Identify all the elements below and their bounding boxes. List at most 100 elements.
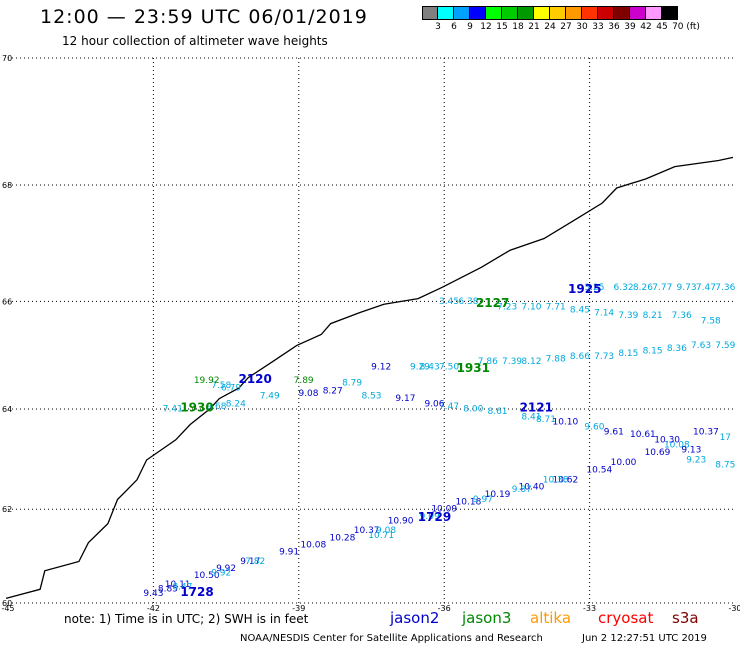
wave-height-value: 3.45 (439, 297, 459, 307)
wave-height-value: 10.11 (165, 580, 191, 590)
legend-altika: altika (530, 609, 572, 627)
wave-height-value: 7.89 (294, 376, 314, 386)
color-scale-label: 33 (592, 22, 604, 32)
map-title: 12:00 — 23:59 UTC 06/01/2019 (40, 6, 368, 28)
wave-height-value: 7.86 (478, 357, 498, 367)
wave-height-value: 10.90 (388, 517, 414, 527)
wave-height-value: 7.59 (715, 341, 735, 351)
wave-height-value: 7.36 (715, 283, 735, 293)
wave-height-value: 10.18 (456, 497, 482, 507)
wave-height-value: 6.38 (458, 297, 478, 307)
legend-jason2: jason2 (390, 609, 440, 627)
wave-height-value: 9.12 (371, 363, 391, 373)
wave-height-value: 8.45 (570, 306, 590, 316)
pass-time-label: 1728 (180, 585, 213, 599)
wave-height-value: 10.54 (586, 465, 612, 475)
color-scale-label: 30 (576, 22, 588, 32)
wave-height-value: 8.00 (463, 405, 483, 415)
wave-height-value: 9.73 (677, 283, 697, 293)
lat-tick-label: 60 (2, 599, 12, 608)
wave-height-value: 10.50 (194, 571, 220, 581)
color-scale-label: 45 (656, 22, 668, 32)
color-scale-label: 21 (528, 22, 540, 32)
wave-height-value: 8.36 (667, 344, 687, 354)
wave-height-value: 9.43 (143, 589, 163, 599)
wave-height-value: 6.32 (614, 283, 634, 293)
color-scale (422, 6, 678, 20)
wave-height-value: 19.92 (194, 376, 220, 386)
wave-height-value: 8.21 (643, 311, 663, 321)
wave-height-value: 8.61 (487, 407, 507, 417)
wave-height-value: 10.38 (543, 475, 569, 485)
wave-height-value: 7.47 (439, 402, 459, 412)
wave-height-value: 8.26 (633, 283, 653, 293)
color-scale-swatch (422, 6, 438, 20)
pass-time-label: 1931 (457, 361, 490, 375)
greenland-coastline (5, 156, 734, 600)
lat-tick-label: 62 (2, 505, 12, 514)
pass-time-label: 1925 (568, 282, 601, 296)
wave-height-value: 7.23 (497, 303, 517, 313)
lon-tick-label: -30 (728, 604, 740, 613)
color-scale-label: 9 (467, 22, 473, 32)
wave-height-value: 7.36 (672, 311, 692, 321)
wave-height-value: 7.63 (691, 341, 711, 351)
wave-height-value: 7.50 (439, 363, 459, 373)
color-scale-label: 42 (640, 22, 652, 32)
wave-height-value: 9.68 (206, 402, 226, 412)
wave-height-value: 10.62 (552, 475, 578, 485)
color-scale-swatch (502, 6, 518, 20)
lon-tick-label: -42 (147, 604, 160, 613)
wave-height-value: 8.12 (521, 357, 541, 367)
wave-height-value: 10.40 (519, 483, 545, 493)
wave-height-value: 8.41 (521, 412, 541, 422)
wave-height-value: 9.17 (395, 394, 415, 404)
pass-time-label: 2120 (238, 372, 271, 386)
color-scale-swatch (438, 6, 454, 20)
wave-height-value: 7.73 (594, 352, 614, 362)
lon-tick-label: -39 (292, 604, 305, 613)
lon-tick-label: -45 (1, 604, 14, 613)
wave-height-value: 10.37 (354, 526, 380, 536)
color-scale-label: 36 (608, 22, 620, 32)
color-scale-swatch (598, 6, 614, 20)
wave-height-value: 9.97 (473, 495, 493, 505)
wave-height-value: 7.10 (521, 303, 541, 313)
wave-height-value: 8.43 (420, 363, 440, 373)
wave-height-value: 9.91 (279, 547, 299, 557)
wave-height-value: 9.08 (376, 526, 396, 536)
lat-tick-label: 70 (2, 54, 12, 63)
wave-height-value: 9.92 (211, 568, 231, 578)
color-scale-swatch (518, 6, 534, 20)
wave-height-value: 8.53 (361, 392, 381, 402)
color-scale-swatch (630, 6, 646, 20)
wave-height-value: 8.85 (158, 585, 178, 595)
wave-height-value: 10.69 (645, 448, 671, 458)
color-scale-swatch (566, 6, 582, 20)
legend-cryosat: cryosat (598, 609, 654, 627)
pass-time-label: 1729 (418, 510, 451, 524)
wave-height-value: 8.66 (570, 352, 590, 362)
color-scale-label: 12 (480, 22, 492, 32)
wave-height-value: 10.61 (630, 430, 656, 440)
legend-jason3: jason3 (462, 609, 512, 627)
wave-height-value: 9.09 (420, 512, 440, 522)
lat-tick-label: 66 (2, 297, 12, 306)
wave-height-value: 10.10 (552, 417, 578, 427)
color-scale-label: 24 (544, 22, 556, 32)
wave-height-value: 9.08 (298, 389, 318, 399)
color-scale-label: 18 (512, 22, 524, 32)
wave-height-value: 8.47 (172, 582, 192, 592)
legend-s3a: s3a (672, 609, 699, 627)
color-scale-label: 27 (560, 22, 572, 32)
wave-height-value: 7.88 (546, 355, 566, 365)
wave-height-value: 7.58 (211, 381, 231, 391)
wave-height-value: 7.58 (701, 317, 721, 327)
color-scale-swatch (486, 6, 502, 20)
color-scale-label: 3 (435, 22, 441, 32)
wave-height-value: 10.37 (693, 428, 719, 438)
wave-height-value: 8.24 (226, 399, 246, 409)
pass-time-label: 2127 (476, 296, 509, 310)
wave-height-value: 9.60 (584, 423, 604, 433)
